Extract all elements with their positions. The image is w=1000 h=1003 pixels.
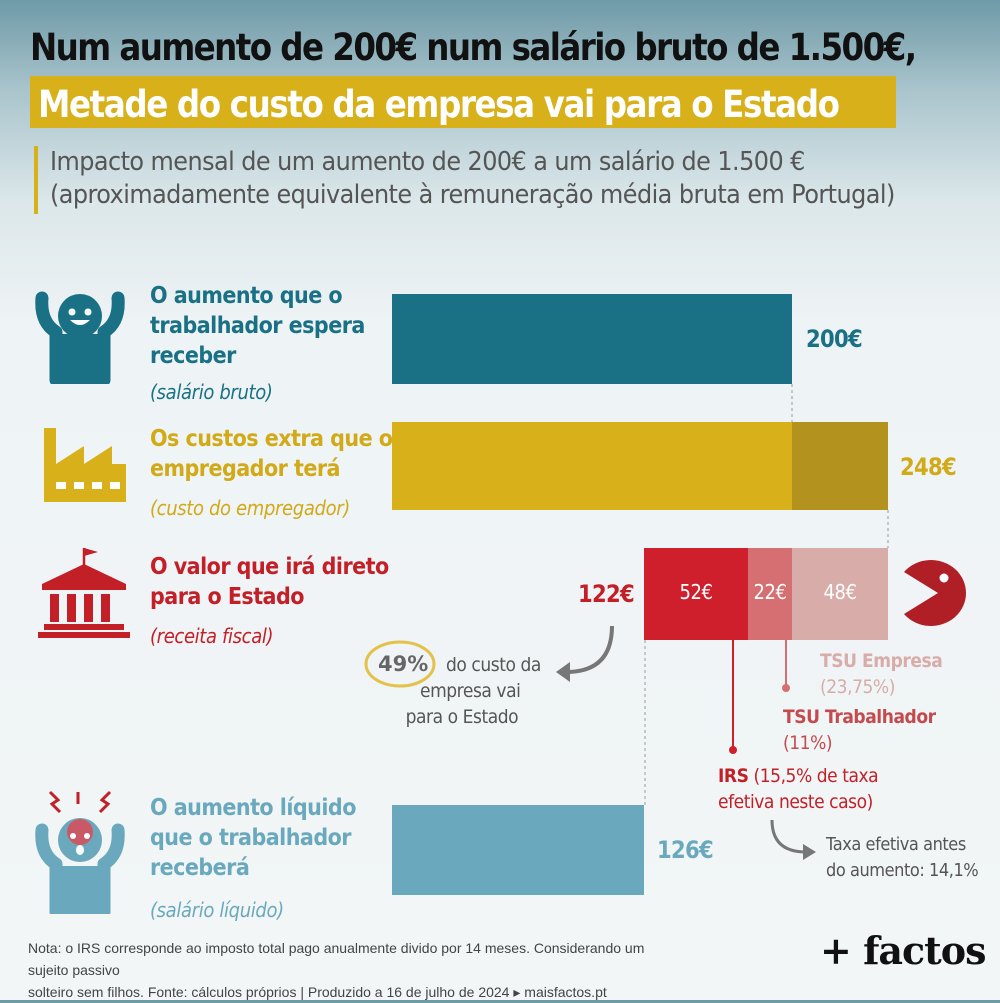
pct-text: do custo da bbox=[446, 652, 541, 678]
irs-rate2: efetiva neste caso) bbox=[718, 791, 873, 813]
bar-tsu-worker bbox=[748, 548, 792, 640]
stressed-worker-icon bbox=[35, 790, 125, 914]
bar-gross bbox=[392, 294, 792, 384]
gross-label-line3: receber bbox=[150, 343, 236, 369]
tsu-worker-note: TSU Trabalhador (11%) bbox=[783, 704, 936, 756]
subtitle-line2: (aproximadamente equivalente à remuneraç… bbox=[50, 180, 895, 210]
irs-note: IRS (15,5% de taxa efetiva neste caso) bbox=[718, 763, 879, 815]
gross-sub: (salário bruto) bbox=[150, 380, 273, 404]
tsu-worker-value-label: 22€ bbox=[753, 580, 787, 604]
title-line2: Metade do custo da empresa vai para o Es… bbox=[38, 83, 840, 126]
pct-text-line3: para o Estado bbox=[405, 706, 519, 728]
employer-value-label: 248€ bbox=[900, 453, 957, 481]
footer-line2: solteiro sem filhos. Fonte: cálculos pró… bbox=[28, 984, 607, 1000]
gross-label: O aumento que o trabalhador espera receb… bbox=[150, 281, 365, 371]
gross-label-line1: O aumento que o bbox=[150, 283, 343, 309]
pct-text-line2: empresa vai bbox=[420, 680, 521, 702]
title-banner: Metade do custo da empresa vai para o Es… bbox=[30, 76, 896, 128]
footer-line1: Nota: o IRS corresponde ao imposto total… bbox=[28, 940, 645, 978]
net-label: O aumento líquido que o trabalhador rece… bbox=[150, 793, 356, 883]
tsu-company-note: TSU Empresa (23,75%) bbox=[820, 648, 943, 700]
tsu-worker-rate: (11%) bbox=[783, 732, 833, 754]
state-sub: (receita fiscal) bbox=[150, 624, 274, 648]
bar-employer-base bbox=[392, 422, 792, 510]
footer-note: Nota: o IRS corresponde ao imposto total… bbox=[28, 937, 668, 1003]
tsu-company-value-label: 48€ bbox=[823, 580, 857, 604]
state-value-label: 122€ bbox=[578, 580, 635, 608]
net-label-line3: receberá bbox=[150, 855, 250, 881]
net-sub: (salário líquido) bbox=[150, 898, 284, 922]
net-label-line2: que o trabalhador bbox=[150, 825, 352, 851]
employer-sub: (custo do empregador) bbox=[150, 496, 350, 520]
happy-worker-icon bbox=[35, 291, 125, 384]
pct-text-line1: do custo da bbox=[446, 654, 541, 676]
gross-label-line2: trabalhador espera bbox=[150, 313, 365, 339]
before-line1: Taxa efetiva antes bbox=[826, 834, 966, 855]
pacman-icon bbox=[904, 560, 966, 626]
bar-net bbox=[392, 805, 644, 895]
bar-irs bbox=[644, 548, 748, 640]
before-note: Taxa efetiva antes do aumento: 14,1% bbox=[826, 832, 979, 884]
employer-label-line2: empregador terá bbox=[150, 456, 340, 482]
before-line2: do aumento: 14,1% bbox=[826, 860, 979, 881]
subtitle: Impacto mensal de um aumento de 200€ a u… bbox=[50, 146, 895, 212]
bar-employer-extra bbox=[792, 422, 888, 510]
employer-label-line1: Os custos extra que o bbox=[150, 426, 393, 452]
net-value-label: 126€ bbox=[657, 836, 714, 864]
irs-value-label: 52€ bbox=[679, 580, 713, 604]
subtitle-accent bbox=[34, 146, 38, 214]
tsu-worker-name: TSU Trabalhador bbox=[783, 706, 936, 728]
irs-rate1: (15,5% de taxa bbox=[753, 765, 879, 787]
state-label-line1: O valor que irá direto bbox=[150, 554, 389, 580]
title-line1: Num aumento de 200€ num salário bruto de… bbox=[30, 26, 917, 69]
tsu-company-rate: (23,75%) bbox=[820, 676, 895, 698]
tsu-company-name: TSU Empresa bbox=[820, 650, 943, 672]
bar-tsu-company bbox=[792, 548, 888, 640]
pct-text-rest: empresa vai para o Estado bbox=[402, 678, 521, 730]
subtitle-line1: Impacto mensal de um aumento de 200€ a u… bbox=[50, 147, 805, 177]
employer-label: Os custos extra que o empregador terá bbox=[150, 424, 393, 484]
government-building-icon bbox=[38, 548, 130, 638]
brand-logo: + factos bbox=[820, 928, 986, 973]
gross-value-label: 200€ bbox=[806, 325, 863, 353]
state-label: O valor que irá direto para o Estado bbox=[150, 552, 389, 612]
factory-icon bbox=[44, 428, 126, 502]
irs-name: IRS bbox=[718, 765, 749, 787]
pct-highlight: 49% bbox=[378, 652, 429, 676]
state-label-line2: para o Estado bbox=[150, 584, 304, 610]
net-label-line1: O aumento líquido bbox=[150, 795, 356, 821]
